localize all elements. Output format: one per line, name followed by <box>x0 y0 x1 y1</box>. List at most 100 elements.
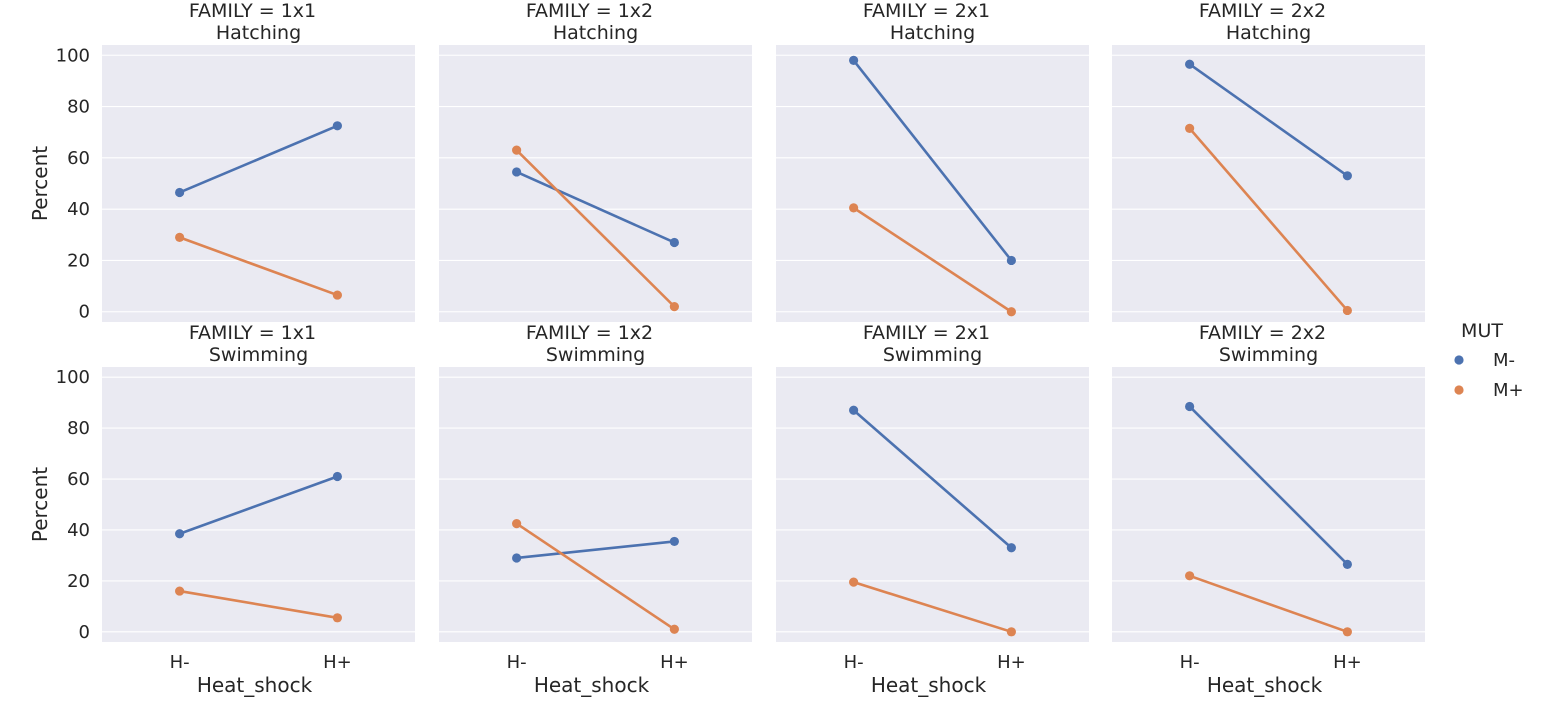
series-line-M- <box>179 475 338 536</box>
data-point-M- <box>512 167 522 177</box>
panel-title-family: FAMILY = 1x2 <box>526 0 653 22</box>
y-tick-label: 80 <box>67 97 90 118</box>
data-point-M+ <box>669 302 679 312</box>
panel-background <box>439 367 752 642</box>
data-point-M+ <box>669 624 679 634</box>
y-tick-label: 40 <box>67 520 90 541</box>
series-line-M+ <box>1188 127 1349 312</box>
y-tick-label: 80 <box>67 418 90 439</box>
legend-label-M-: M- <box>1493 350 1515 371</box>
data-point-M- <box>1185 59 1195 69</box>
y-tick-label: 20 <box>67 250 90 271</box>
series-line-M+ <box>852 206 1013 313</box>
series-line-M- <box>516 170 675 244</box>
x-tick-label: H- <box>1180 652 1200 673</box>
panel-background <box>102 45 415 322</box>
y-axis-label: Percent <box>28 467 52 542</box>
data-point-M+ <box>332 613 342 623</box>
data-point-M- <box>669 237 679 248</box>
y-axis-label: Percent <box>28 146 52 221</box>
data-point-M+ <box>1185 123 1195 133</box>
series-line-M- <box>1188 63 1349 177</box>
panel-title-measure: Hatching <box>890 22 975 44</box>
x-axis-label: Heat_shock <box>1207 673 1323 697</box>
series-line-M+ <box>853 580 1012 634</box>
x-tick-label: H+ <box>1333 652 1362 673</box>
panel-title-family: FAMILY = 1x1 <box>189 322 316 344</box>
data-point-M+ <box>512 518 522 529</box>
data-point-M- <box>175 187 185 198</box>
panel-background <box>1112 367 1425 642</box>
series-line-M+ <box>515 149 676 308</box>
y-tick-label: 100 <box>56 367 90 388</box>
y-tick-label: 60 <box>67 148 90 169</box>
y-tick-label: 60 <box>67 469 90 490</box>
series-line-M- <box>852 59 1013 262</box>
x-tick-label: H- <box>844 652 864 673</box>
panel-title-measure: Swimming <box>1219 344 1318 366</box>
legend: MUT M- M+ <box>1454 320 1524 401</box>
panel-title-measure: Hatching <box>216 22 301 44</box>
data-point-M- <box>1006 543 1016 553</box>
panel-background <box>776 367 1089 642</box>
data-point-M- <box>849 405 859 415</box>
x-axis-label: Heat_shock <box>871 673 987 697</box>
x-axis-label: Heat_shock <box>534 673 650 697</box>
panel-title-family: FAMILY = 2x2 <box>1199 322 1326 344</box>
y-tick-label: 20 <box>67 571 90 592</box>
panel-title-family: FAMILY = 2x1 <box>863 0 990 22</box>
series-line-M- <box>179 124 338 194</box>
data-point-M+ <box>1185 571 1195 581</box>
data-point-M+ <box>1342 627 1352 637</box>
panel-background <box>776 45 1089 322</box>
panel-title-family: FAMILY = 1x1 <box>189 0 316 22</box>
data-point-M- <box>849 55 859 65</box>
y-tick-label: 100 <box>56 45 90 66</box>
data-point-M- <box>512 553 522 563</box>
data-point-M+ <box>849 577 859 587</box>
x-tick-label: H+ <box>323 652 352 673</box>
x-tick-label: H- <box>170 652 190 673</box>
data-point-M- <box>332 121 342 131</box>
y-tick-label: 0 <box>79 302 90 323</box>
panel-title-measure: Hatching <box>1226 22 1311 44</box>
panel-background <box>439 45 752 322</box>
data-point-M+ <box>1342 305 1352 316</box>
data-point-M+ <box>512 145 522 155</box>
data-point-M+ <box>849 203 859 213</box>
data-point-M+ <box>175 586 185 596</box>
panel-title-family: FAMILY = 2x1 <box>863 322 990 344</box>
legend-marker-M+ <box>1454 385 1464 395</box>
data-point-M- <box>1185 401 1195 412</box>
data-point-M- <box>332 471 342 482</box>
legend-label-M+: M+ <box>1493 380 1524 401</box>
legend-title: MUT <box>1461 320 1503 342</box>
panel-title-measure: Swimming <box>883 344 982 366</box>
x-tick-label: H- <box>507 652 527 673</box>
data-point-M+ <box>1006 307 1016 317</box>
data-point-M- <box>1342 171 1352 181</box>
series-line-M+ <box>515 522 676 631</box>
panel-title-family: FAMILY = 2x2 <box>1199 0 1326 22</box>
data-point-M+ <box>1006 627 1016 637</box>
x-tick-label: H+ <box>660 652 689 673</box>
y-tick-label: 40 <box>67 199 90 220</box>
panel-title-family: FAMILY = 1x2 <box>526 322 653 344</box>
panel-title-measure: Swimming <box>546 344 645 366</box>
series-line-M+ <box>179 589 338 620</box>
data-point-M+ <box>332 290 342 300</box>
y-tick-label: 0 <box>79 622 90 643</box>
panel-background <box>1112 45 1425 322</box>
panel-title-measure: Swimming <box>209 344 308 366</box>
series-line-M- <box>1188 405 1349 566</box>
series-line-M+ <box>179 236 338 297</box>
data-point-M- <box>1006 255 1016 266</box>
